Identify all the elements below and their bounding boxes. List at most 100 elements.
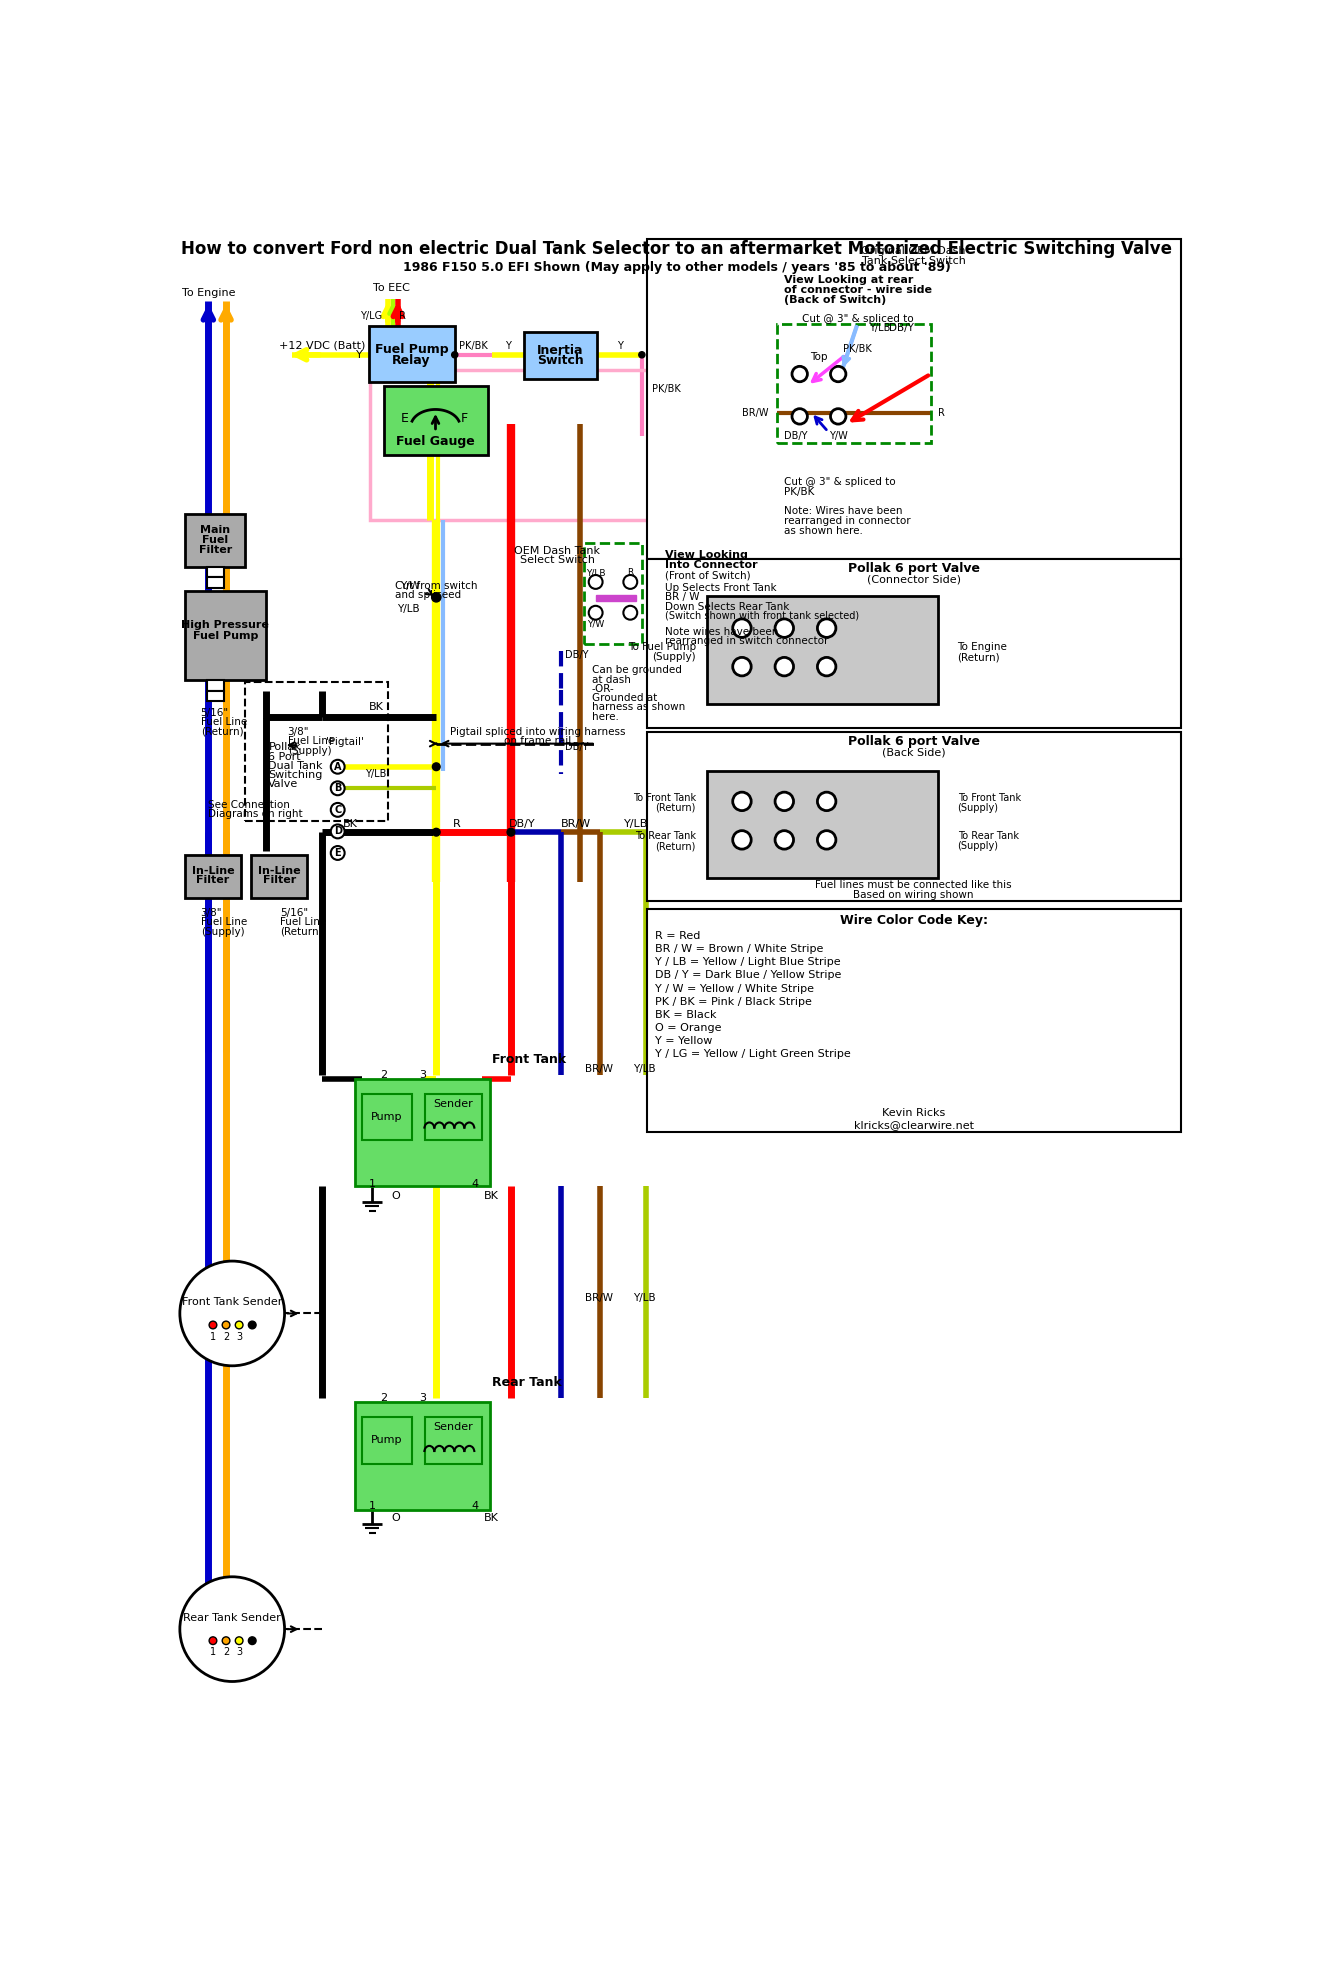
Circle shape bbox=[830, 408, 846, 424]
Text: E: E bbox=[401, 412, 409, 426]
Bar bbox=[425, 1095, 483, 1140]
Text: O: O bbox=[391, 1191, 400, 1201]
Text: Can be grounded: Can be grounded bbox=[591, 665, 681, 675]
Text: Sender: Sender bbox=[433, 1422, 473, 1432]
Text: (Supply): (Supply) bbox=[957, 842, 998, 852]
Text: at dash: at dash bbox=[591, 675, 631, 685]
Text: Fuel Pump: Fuel Pump bbox=[375, 343, 449, 355]
Bar bbox=[207, 567, 224, 577]
Circle shape bbox=[623, 606, 638, 620]
Text: Sender: Sender bbox=[433, 1099, 473, 1109]
Text: 3: 3 bbox=[236, 1648, 242, 1658]
Text: 1986 F150 5.0 EFI Shown (May apply to other models / years '85 to about '89): 1986 F150 5.0 EFI Shown (May apply to ot… bbox=[403, 261, 950, 275]
Text: Y: Y bbox=[616, 341, 623, 351]
Text: DB/Y: DB/Y bbox=[510, 820, 536, 830]
Text: 3: 3 bbox=[236, 1332, 242, 1342]
Text: (Return): (Return) bbox=[201, 726, 243, 736]
Text: Fuel lines must be connected like this: Fuel lines must be connected like this bbox=[816, 879, 1012, 889]
Text: Valve: Valve bbox=[268, 779, 298, 789]
Circle shape bbox=[792, 367, 808, 383]
Text: To Rear Tank: To Rear Tank bbox=[635, 832, 696, 842]
Text: Y/W: Y/W bbox=[587, 620, 605, 628]
Text: Pollak 6 port Valve: Pollak 6 port Valve bbox=[847, 561, 979, 575]
Circle shape bbox=[433, 828, 440, 836]
Text: Note: Wires have been: Note: Wires have been bbox=[784, 506, 903, 516]
Text: Fuel Line: Fuel Line bbox=[288, 736, 334, 746]
Text: (Supply): (Supply) bbox=[288, 746, 331, 755]
Circle shape bbox=[775, 618, 793, 638]
Text: Select Switch: Select Switch bbox=[520, 555, 594, 565]
Text: 5/16": 5/16" bbox=[280, 908, 308, 918]
Text: +12 VDC (Batt): +12 VDC (Batt) bbox=[279, 341, 366, 351]
Text: DB/Y: DB/Y bbox=[784, 430, 808, 441]
Text: Rear Tank Sender: Rear Tank Sender bbox=[183, 1613, 281, 1623]
Text: Y/W: Y/W bbox=[829, 430, 847, 441]
Bar bbox=[362, 1095, 412, 1140]
Text: Main: Main bbox=[201, 524, 230, 534]
Text: R: R bbox=[939, 408, 945, 418]
Bar bbox=[207, 679, 224, 691]
Circle shape bbox=[639, 351, 645, 357]
Text: Down Selects Rear Tank: Down Selects Rear Tank bbox=[665, 602, 789, 612]
Text: BR/W: BR/W bbox=[586, 1293, 614, 1303]
Text: BR / W: BR / W bbox=[665, 593, 700, 602]
Circle shape bbox=[331, 824, 345, 838]
Bar bbox=[185, 855, 240, 899]
Text: Pollak: Pollak bbox=[268, 742, 301, 753]
Text: To EEC: To EEC bbox=[374, 283, 411, 292]
Text: Switch: Switch bbox=[537, 355, 583, 367]
Text: 2: 2 bbox=[223, 1648, 230, 1658]
Circle shape bbox=[775, 830, 793, 850]
Circle shape bbox=[432, 593, 441, 602]
Text: (Return): (Return) bbox=[280, 926, 322, 936]
Text: D: D bbox=[334, 826, 342, 836]
Text: Y/LB: Y/LB bbox=[869, 324, 891, 334]
Text: 4: 4 bbox=[471, 1179, 478, 1189]
Text: PK/BK: PK/BK bbox=[843, 345, 871, 355]
Circle shape bbox=[830, 367, 846, 383]
Text: Rear Tank: Rear Tank bbox=[492, 1375, 561, 1389]
Text: Front Tank: Front Tank bbox=[492, 1054, 566, 1065]
Text: 1: 1 bbox=[368, 1501, 376, 1511]
Text: DB / Y = Dark Blue / Yellow Stripe: DB / Y = Dark Blue / Yellow Stripe bbox=[655, 971, 841, 981]
Text: BK: BK bbox=[368, 702, 384, 712]
Text: 2: 2 bbox=[380, 1069, 388, 1079]
Bar bbox=[185, 591, 267, 679]
Bar bbox=[647, 908, 1181, 1132]
Text: Filter: Filter bbox=[263, 875, 296, 885]
Text: PK/BK: PK/BK bbox=[784, 487, 814, 496]
Text: on frame rail: on frame rail bbox=[504, 736, 572, 746]
Text: Filter: Filter bbox=[197, 875, 230, 885]
Circle shape bbox=[775, 793, 793, 810]
Text: (Return): (Return) bbox=[957, 653, 1001, 663]
Text: 1: 1 bbox=[210, 1332, 216, 1342]
Text: (Connector Side): (Connector Side) bbox=[867, 575, 961, 585]
Text: In-Line: In-Line bbox=[191, 865, 234, 875]
Bar bbox=[370, 371, 655, 520]
Text: Cut @ 3" & spliced to: Cut @ 3" & spliced to bbox=[784, 477, 896, 487]
Text: Up Selects Front Tank: Up Selects Front Tank bbox=[665, 583, 776, 593]
Circle shape bbox=[248, 1320, 256, 1328]
Text: 1: 1 bbox=[210, 1648, 216, 1658]
Bar bbox=[207, 691, 224, 700]
Text: 6 Port: 6 Port bbox=[268, 751, 301, 761]
Text: and spliceed: and spliceed bbox=[396, 591, 462, 600]
Bar bbox=[583, 543, 642, 644]
Bar bbox=[524, 332, 597, 379]
Bar bbox=[355, 1079, 490, 1187]
Circle shape bbox=[817, 618, 836, 638]
Text: Grounded at: Grounded at bbox=[591, 693, 657, 702]
Text: Fuel Line: Fuel Line bbox=[201, 716, 247, 728]
Text: Y/W: Y/W bbox=[400, 581, 420, 591]
Text: (Return): (Return) bbox=[655, 842, 696, 852]
Text: B: B bbox=[334, 783, 342, 793]
Circle shape bbox=[331, 781, 345, 795]
Text: Into Connector: Into Connector bbox=[665, 559, 758, 571]
Text: BK: BK bbox=[484, 1513, 499, 1523]
Circle shape bbox=[733, 830, 751, 850]
Text: Inertia: Inertia bbox=[537, 345, 583, 357]
Bar bbox=[647, 732, 1181, 901]
Circle shape bbox=[451, 351, 458, 357]
Circle shape bbox=[589, 575, 602, 589]
Text: BR/W: BR/W bbox=[561, 820, 591, 830]
